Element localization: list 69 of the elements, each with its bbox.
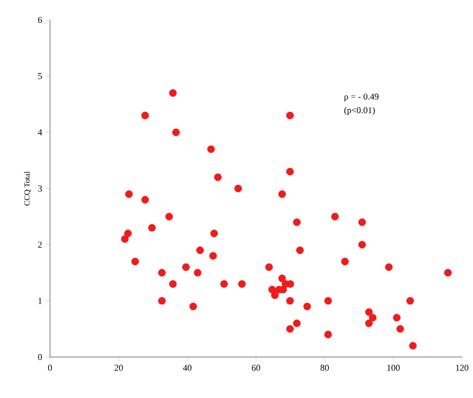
- point: [396, 325, 404, 333]
- point: [182, 263, 190, 271]
- point: [148, 224, 156, 232]
- x-tick-label: 0: [48, 364, 52, 371]
- point: [324, 330, 332, 338]
- y-tick-label: 2: [38, 242, 42, 248]
- point: [365, 320, 373, 328]
- point: [165, 212, 173, 220]
- x-tick-label: 60: [252, 364, 260, 371]
- point: [286, 280, 294, 288]
- point: [169, 89, 177, 97]
- point: [392, 314, 401, 322]
- x-tick-label: 80: [320, 364, 329, 371]
- y-tick-label: 6: [38, 16, 42, 24]
- point: [278, 190, 286, 198]
- point: [296, 246, 304, 254]
- point: [172, 128, 180, 136]
- point: [209, 252, 217, 260]
- y-tick-label: 5: [38, 73, 42, 80]
- point: [286, 297, 294, 305]
- point: [286, 168, 294, 176]
- point: [358, 218, 366, 226]
- point: [293, 218, 301, 226]
- point: [286, 325, 294, 333]
- point: [125, 190, 133, 198]
- point: [121, 235, 129, 243]
- point: [368, 314, 377, 322]
- point: [220, 280, 228, 288]
- x-tick-label: 20: [114, 364, 123, 371]
- annotation: ρ = - 0.49: [344, 94, 379, 102]
- point: [196, 246, 204, 254]
- point: [293, 320, 301, 328]
- point: [234, 184, 242, 192]
- point: [189, 302, 197, 310]
- point: [210, 230, 218, 238]
- point: [409, 342, 417, 350]
- x-tick-label: 40: [183, 364, 192, 371]
- point: [158, 297, 166, 305]
- y-tick-label: 0: [38, 354, 42, 360]
- point: [238, 280, 246, 288]
- y-tick-label: 1: [38, 298, 42, 304]
- y-tick-label: 3: [38, 185, 42, 192]
- annotation: (p<0.01): [344, 106, 375, 116]
- point: [303, 302, 311, 310]
- point: [365, 308, 373, 316]
- point: [286, 112, 294, 120]
- point: [194, 268, 202, 277]
- point: [124, 230, 132, 238]
- point: [214, 173, 222, 182]
- point: [207, 145, 215, 153]
- point: [271, 291, 279, 300]
- point: [278, 274, 286, 282]
- point: [406, 297, 414, 305]
- x-tick-label: 100: [387, 364, 400, 371]
- point: [341, 258, 349, 266]
- point: [331, 212, 339, 220]
- point: [324, 297, 332, 305]
- point: [358, 240, 366, 248]
- point: [141, 112, 149, 120]
- x-tick-label: 120: [456, 364, 468, 371]
- point: [444, 268, 452, 277]
- point: [385, 263, 393, 271]
- point: [265, 263, 273, 271]
- point: [141, 196, 149, 204]
- point: [131, 258, 139, 266]
- point: [158, 268, 166, 277]
- point: [169, 280, 177, 288]
- point: [268, 286, 276, 294]
- y-tick-label: 4: [38, 129, 42, 136]
